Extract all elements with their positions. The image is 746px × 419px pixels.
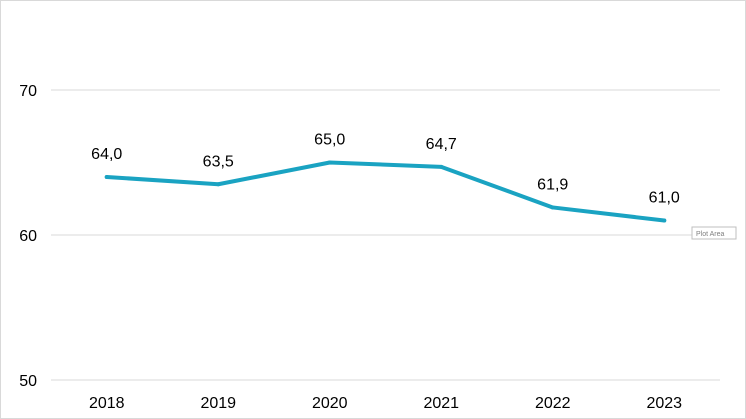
data-point[interactable]: [550, 205, 555, 210]
x-axis-tick-labels: 2018 2019 2020 2021 2022 2023: [89, 395, 682, 412]
data-point[interactable]: [439, 164, 444, 169]
data-point[interactable]: [662, 218, 667, 223]
data-label: 63,5: [203, 153, 234, 170]
x-tick-label: 2022: [535, 395, 571, 412]
y-tick-label: 70: [19, 83, 37, 100]
x-tick-label: 2020: [312, 395, 348, 412]
data-label: 61,9: [537, 176, 568, 193]
x-tick-label: 2019: [200, 395, 236, 412]
gridlines: [51, 89, 720, 381]
data-label: 61,0: [649, 190, 680, 207]
y-tick-label: 50: [19, 373, 37, 390]
x-tick-label: 2018: [89, 395, 125, 412]
y-axis-tick-labels: 50 60 70: [19, 83, 37, 390]
data-label: 64,0: [91, 146, 122, 163]
data-point[interactable]: [104, 175, 109, 179]
y-tick-label: 60: [19, 228, 37, 245]
tooltip-box: [691, 226, 737, 240]
plot-area-tooltip: Plot Area: [691, 226, 737, 240]
data-point[interactable]: [327, 160, 332, 165]
series-layer[interactable]: [104, 160, 667, 223]
tooltip-text: Plot Area: [696, 231, 725, 238]
series-line[interactable]: [104, 160, 667, 223]
data-label: 64,7: [426, 136, 457, 153]
data-labels: 64,0 63,5 65,0 64,7 61,9 61,0: [91, 132, 680, 207]
x-tick-label: 2023: [646, 395, 682, 412]
data-label: 65,0: [314, 132, 345, 149]
data-point[interactable]: [216, 182, 221, 187]
x-tick-label: 2021: [423, 395, 459, 412]
